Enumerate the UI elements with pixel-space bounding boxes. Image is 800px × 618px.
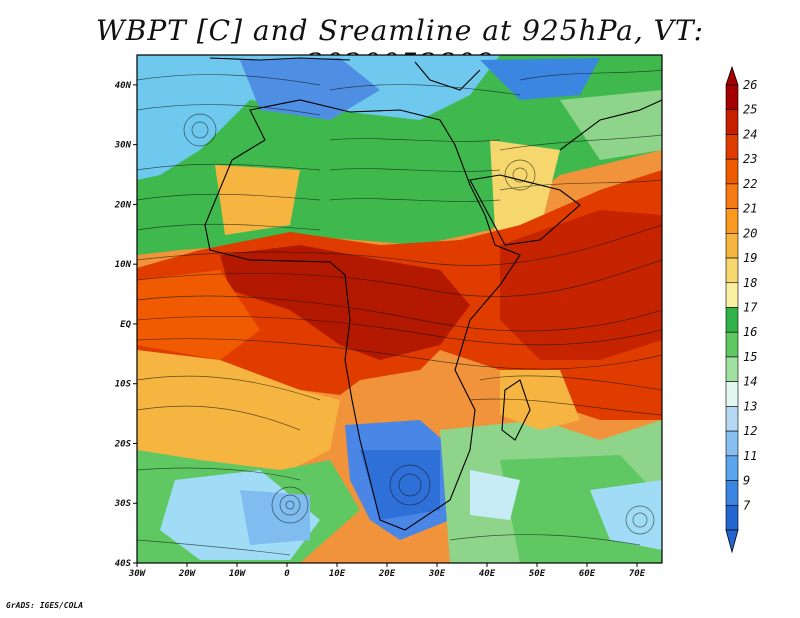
- colorbar-swatch: [725, 480, 739, 506]
- colorbar-label: 24: [743, 127, 757, 141]
- colorbar-label: 18: [743, 276, 757, 290]
- lat-label: 20N: [114, 200, 132, 210]
- colorbar-swatch: [725, 134, 739, 160]
- lon-label: 20E: [378, 569, 396, 579]
- lon-label: 0: [284, 569, 290, 579]
- lat-label: EQ: [120, 320, 131, 330]
- lat-label: 40S: [115, 559, 132, 569]
- colorbar-min-arrow: [725, 529, 739, 554]
- lat-label: 10N: [115, 260, 132, 270]
- colorbar-swatch: [725, 504, 739, 531]
- colorbar-label: 23: [743, 152, 757, 166]
- colorbar-swatch: [725, 233, 739, 259]
- lon-label: 20W: [178, 569, 197, 579]
- colorbar-swatch: [725, 381, 739, 407]
- lon-label: 10W: [229, 569, 247, 579]
- lon-label: 30W: [128, 569, 147, 579]
- lon-label: 70E: [629, 569, 646, 579]
- colorbar-label: 16: [743, 325, 757, 339]
- grads-credit: GrADS: IGES/COLA: [6, 601, 84, 610]
- wbpt-field: [137, 55, 662, 563]
- colorbar-label: 19: [743, 251, 757, 265]
- colorbar-label: 12: [743, 424, 757, 438]
- colorbar-swatch: [725, 406, 739, 432]
- colorbar-swatch: [725, 158, 739, 185]
- colorbar: 26 25 24 23 22 21 20 19 18 17 16 15 14 13 12 11 9 7: [725, 65, 758, 554]
- lon-label: 50E: [529, 569, 546, 579]
- colorbar-swatch: [725, 331, 739, 358]
- latitude-axis: 40N 30N 20N 10N EQ 10S 20S 30S 40S: [114, 81, 137, 569]
- colorbar-swatch: [725, 84, 739, 111]
- coastlines: [204, 57, 662, 531]
- colorbar-label: 13: [743, 399, 757, 413]
- lat-label: 20S: [114, 439, 132, 449]
- lon-label: 60E: [579, 569, 596, 579]
- lon-label: 30E: [428, 569, 446, 579]
- longitude-axis: 30W 20W 10W 0 10E 20E 30E 40E 50E 60E 70E: [128, 563, 646, 579]
- colorbar-swatch: [725, 257, 739, 284]
- colorbar-label: 7: [743, 498, 751, 512]
- colorbar-label: 9: [743, 474, 750, 488]
- lat-label: 30S: [114, 499, 132, 509]
- lat-label: 40N: [115, 81, 132, 91]
- colorbar-swatch: [725, 430, 739, 457]
- colorbar-swatch: [725, 356, 739, 382]
- colorbar-label: 17: [743, 301, 758, 315]
- lon-label: 10E: [329, 569, 346, 579]
- colorbar-swatch: [725, 307, 739, 333]
- colorbar-swatch: [725, 109, 739, 135]
- colorbar-label: 21: [743, 202, 757, 216]
- colorbar-swatch: [725, 282, 739, 308]
- colorbar-label: 20: [743, 226, 757, 240]
- colorbar-label: 25: [743, 103, 757, 117]
- colorbar-label: 11: [743, 449, 757, 463]
- colorbar-label: 22: [743, 177, 757, 191]
- lat-label: 10S: [115, 380, 132, 390]
- colorbar-label: 15: [743, 350, 757, 364]
- plot-frame: [136, 54, 663, 564]
- lat-label: 30N: [114, 141, 132, 151]
- colorbar-swatch: [725, 455, 739, 481]
- colorbar-swatch: [725, 183, 739, 209]
- colorbar-label: 14: [743, 375, 757, 389]
- colorbar-label: 26: [743, 78, 757, 92]
- colorbar-swatch: [725, 208, 739, 234]
- lon-label: 40E: [479, 569, 496, 579]
- colorbar-max-arrow: [725, 65, 739, 86]
